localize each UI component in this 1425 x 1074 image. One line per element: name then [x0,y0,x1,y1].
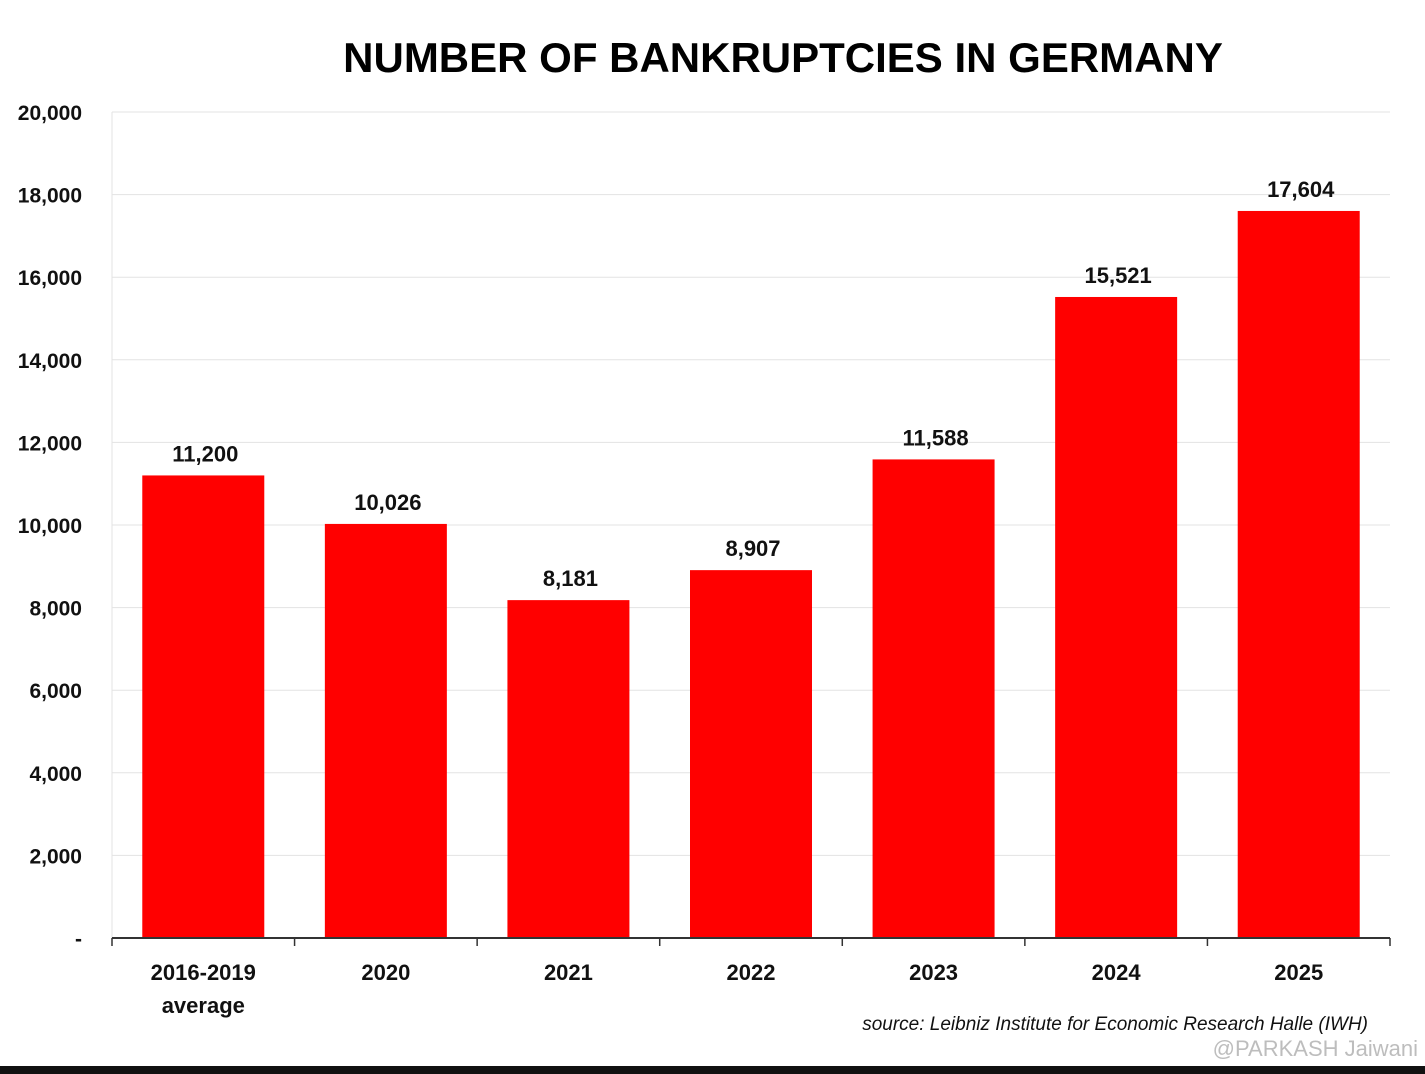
bar [142,475,265,938]
x-tick-label: 2022 [727,960,776,985]
x-tick-label: 2025 [1274,960,1323,985]
bar [324,523,447,938]
x-tick-label: average [162,993,245,1018]
bar [1237,210,1360,938]
y-tick-label: 4,000 [29,763,82,786]
y-tick-label: 16,000 [18,267,82,290]
x-tick-label: 2021 [544,960,593,985]
source-note: source: Leibniz Institute for Economic R… [862,1014,1368,1035]
labels: - 2,000 4,000 6,000 8,000 10,000 12,000 14,000 1… [18,102,1335,1018]
watermark: @PARKASH Jaiwani [1213,1036,1418,1061]
y-tick-label: 2,000 [29,845,82,868]
bar [690,570,812,938]
x-tick-label: 2020 [361,960,410,985]
y-tick-label: 18,000 [18,185,82,208]
bar [507,600,630,938]
y-tick-label: 20,000 [18,102,82,125]
bar [1055,296,1178,939]
y-tick-label: 6,000 [29,680,82,703]
y-tick-label: - [75,928,82,951]
data-label: 11,588 [903,425,969,450]
data-label: 10,026 [354,490,421,515]
y-tick-label: 12,000 [18,432,82,455]
x-tick-label: 2016-2019 [151,960,256,985]
bars [142,210,1360,939]
y-tick-label: 14,000 [18,350,82,373]
data-label: 11,200 [172,441,238,466]
data-label: 8,181 [543,566,598,591]
bottom-border [0,1066,1425,1074]
x-tick-label: 2024 [1092,960,1142,985]
data-label: 8,907 [725,536,780,561]
data-label: 17,604 [1267,177,1335,202]
data-label: 15,521 [1084,263,1151,288]
y-tick-label: 8,000 [29,598,82,621]
axes [111,937,1391,946]
chart-title: NUMBER OF BANKRUPTCIES IN GERMANY [343,34,1223,81]
y-tick-label: 10,000 [18,515,82,538]
x-tick-label: 2023 [909,960,958,985]
bar [872,459,995,938]
